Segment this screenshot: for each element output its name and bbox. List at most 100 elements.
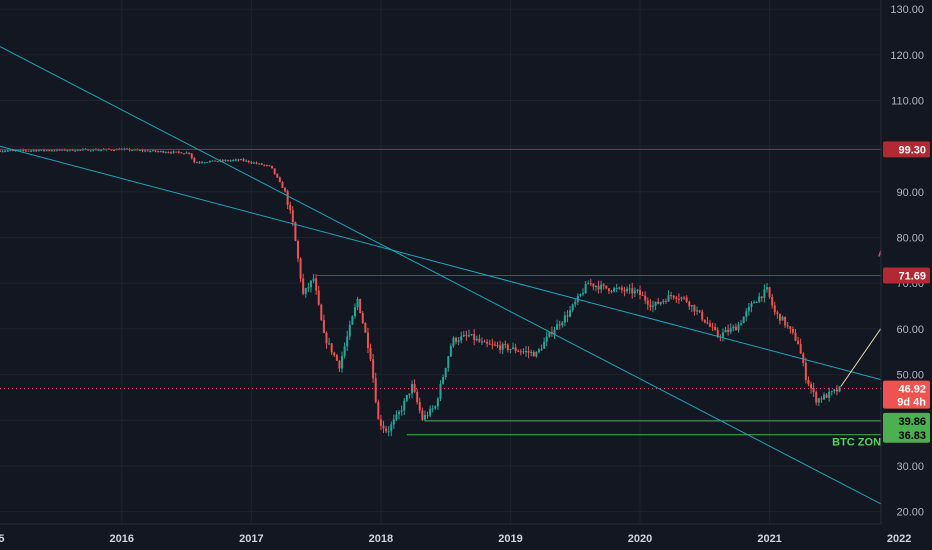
trendline[interactable] (0, 145, 882, 381)
candle-body (281, 182, 284, 188)
candle-body (527, 351, 530, 353)
candle-body (24, 150, 27, 152)
candle-body (289, 204, 292, 211)
candle-body (763, 289, 766, 298)
candle-body (113, 149, 116, 151)
candle-body (651, 305, 654, 307)
candle-body (398, 411, 401, 415)
price-badge-value: 39.86 (898, 416, 926, 428)
x-tick-label: 2022 (887, 533, 911, 545)
candle-body (162, 151, 165, 153)
candle-body (276, 173, 279, 178)
candle-body (556, 324, 559, 330)
candle-body (807, 379, 810, 385)
candle-body (563, 315, 566, 323)
candle-body (460, 336, 463, 341)
candle-body (379, 419, 382, 426)
candle-body (688, 301, 691, 307)
candle-body (708, 323, 711, 327)
candle-body (747, 306, 750, 312)
candle-body (374, 378, 377, 403)
candle-body (190, 153, 193, 159)
candle-body (6, 150, 9, 152)
candle-body (589, 283, 592, 285)
candle-body (457, 340, 460, 342)
candle-body (696, 310, 699, 312)
candle-body (506, 344, 509, 350)
candle-body (390, 424, 393, 432)
candle-body (53, 150, 56, 152)
candle-body (216, 161, 219, 163)
candle-body (22, 149, 25, 151)
candle-body (742, 316, 745, 324)
candle-body (501, 344, 504, 350)
candles-layer (0, 147, 841, 437)
candle-body (242, 159, 245, 161)
candle-body (522, 351, 525, 353)
annotation-label[interactable]: BTC ZONE (832, 436, 888, 448)
candle-body (320, 304, 323, 321)
price-badge-value: 99.30 (898, 144, 926, 156)
candle-body (444, 368, 447, 377)
candle-body (825, 394, 828, 398)
candle-body (753, 302, 756, 304)
candle-body (594, 285, 597, 287)
candle-body (561, 322, 564, 326)
candle-body (395, 414, 398, 420)
candle-body (799, 343, 802, 354)
x-tick-label: 2017 (239, 533, 263, 545)
candle-body (110, 149, 113, 151)
candle-body (740, 323, 743, 325)
candle-body (473, 334, 476, 341)
candle-body (30, 150, 33, 152)
candle-body (618, 287, 621, 289)
candle-body (133, 149, 136, 151)
candle-body (335, 355, 338, 361)
candle-body (535, 351, 538, 357)
candle-body (74, 150, 77, 152)
y-tick-label: 120.00 (890, 50, 924, 62)
candle-body (232, 160, 235, 162)
candle-body (1, 151, 4, 153)
candle-body (633, 290, 636, 294)
candle-body (195, 162, 198, 164)
x-tick-label: 2018 (369, 533, 393, 545)
price-badge (883, 426, 930, 443)
candle-body (247, 160, 250, 163)
candle-body (659, 302, 662, 304)
candle-body (11, 150, 14, 152)
candle-body (141, 150, 144, 152)
candle-body (545, 336, 548, 342)
candle-body (377, 402, 380, 420)
candle-body (175, 151, 178, 153)
candle-body (540, 348, 543, 350)
time-axis-panel[interactable] (0, 524, 932, 550)
candle-body (470, 334, 473, 336)
candle-body (0, 150, 1, 152)
candle-body (372, 359, 375, 379)
grid-layer (0, 0, 900, 524)
candle-body (480, 341, 483, 343)
candle-body (677, 298, 680, 300)
x-tick-label: 2015 (0, 533, 4, 545)
trendline[interactable] (0, 46, 882, 505)
candle-body (405, 395, 408, 401)
candle-body (475, 338, 478, 341)
candle-body (170, 152, 173, 154)
candle-body (201, 162, 204, 164)
candle-body (273, 168, 276, 174)
candle-body (37, 150, 40, 152)
candle-body (615, 288, 618, 290)
candle-body (180, 152, 183, 154)
candle-body (493, 344, 496, 346)
candle-body (680, 297, 683, 299)
candle-body (605, 285, 608, 289)
candle-body (486, 342, 489, 344)
candle-body (353, 307, 356, 317)
candle-body (597, 285, 600, 290)
candle-body (100, 149, 103, 151)
candle-body (333, 352, 336, 356)
candle-body (330, 343, 333, 353)
